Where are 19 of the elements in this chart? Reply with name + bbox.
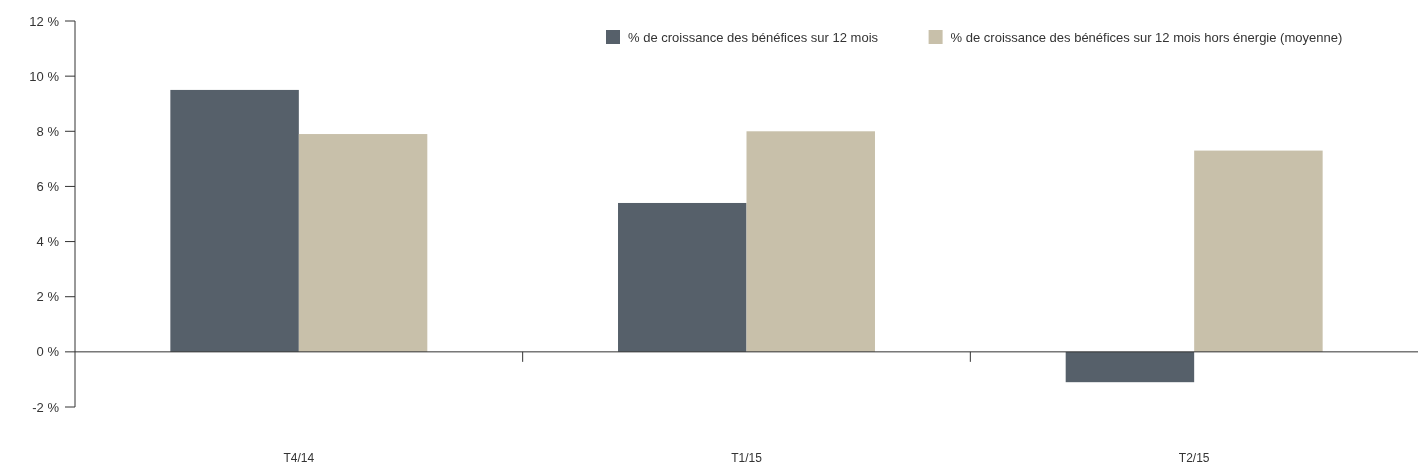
bar (618, 202, 747, 352)
y-tick-label: -2 % (32, 399, 60, 415)
bar (170, 89, 299, 352)
y-tick-label: 8 % (36, 123, 60, 139)
x-tick-label: T2/15 (1178, 451, 1210, 465)
bar (1065, 351, 1195, 383)
bar (1194, 150, 1323, 352)
bar (298, 134, 428, 352)
y-tick-label: 2 % (36, 289, 60, 305)
x-tick-label: T1/15 (731, 451, 763, 465)
x-tick-label: T4/14 (283, 451, 315, 465)
bar (746, 131, 875, 352)
legend-label: % de croissance des bénéfices sur 12 mois (628, 29, 879, 45)
y-tick-label: 4 % (36, 234, 60, 250)
y-tick-label: 12 % (29, 13, 60, 29)
y-tick-label: 10 % (29, 68, 60, 84)
y-tick-label: 0 % (36, 344, 60, 360)
legend-label: % de croissance des bénéfices sur 12 mois hors énergie (moyenne) (950, 29, 1343, 45)
y-tick-label: 6 % (36, 178, 60, 194)
